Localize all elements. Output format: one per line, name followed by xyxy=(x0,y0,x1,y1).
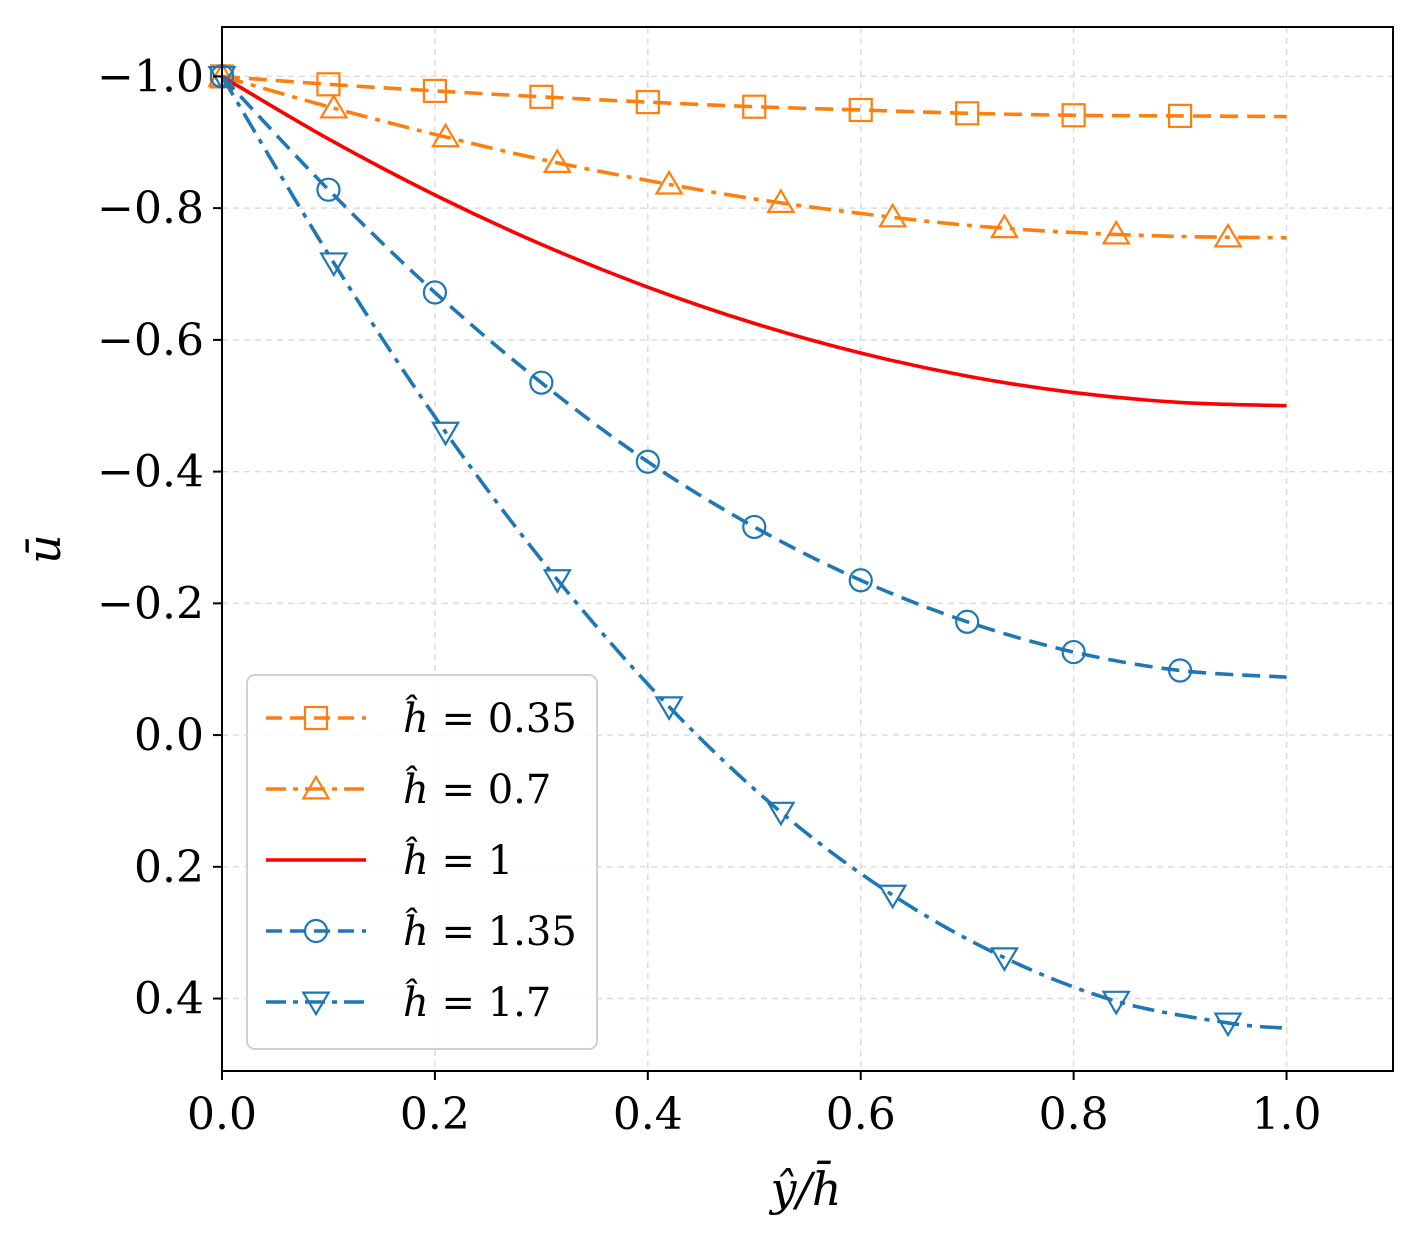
series-4 xyxy=(207,65,1287,1038)
data-point-marker xyxy=(955,609,980,634)
legend-marker xyxy=(303,918,329,944)
data-point-marker xyxy=(848,97,873,123)
series-line xyxy=(221,74,1287,240)
y-tick-label: 0.4 xyxy=(134,974,204,1025)
legend-symbol: ĥ xyxy=(403,695,429,742)
y-axis-label: ū xyxy=(17,534,71,564)
legend-marker xyxy=(301,774,331,800)
legend: ĥ = 0.35ĥ = 0.7ĥ = 1ĥ = 1.35ĥ = 1.7 xyxy=(246,674,598,1050)
data-point-marker xyxy=(955,101,980,126)
data-point-marker xyxy=(989,213,1020,239)
legend-symbol: ĥ xyxy=(403,837,429,884)
data-point-marker xyxy=(635,449,660,474)
y-tick-label: −0.6 xyxy=(97,315,204,366)
data-point-marker xyxy=(989,947,1020,972)
legend-item: ĥ = 0.7 xyxy=(266,766,551,813)
data-point-marker xyxy=(1061,103,1086,128)
data-point-marker xyxy=(742,94,767,119)
legend-value: = 1 xyxy=(429,838,513,884)
series-line xyxy=(221,74,1287,408)
legend-box xyxy=(246,674,598,1050)
data-point-marker xyxy=(1101,990,1131,1016)
legend-label: ĥ = 1.35 xyxy=(403,908,577,955)
data-point-marker xyxy=(635,89,660,115)
data-point-marker xyxy=(654,169,684,195)
y-tick-label: −0.4 xyxy=(97,447,204,498)
data-point-marker xyxy=(422,78,448,103)
legend-item: ĥ = 1.7 xyxy=(266,979,551,1026)
data-point-marker xyxy=(319,93,349,119)
data-point-marker xyxy=(1167,103,1193,129)
legend-label: ĥ = 1 xyxy=(403,837,513,884)
x-tick-label: 0.6 xyxy=(826,1089,896,1140)
legend-value: = 1.7 xyxy=(429,980,552,1026)
data-point-marker xyxy=(430,421,461,447)
series-1 xyxy=(207,62,1287,248)
data-point-marker xyxy=(742,514,767,540)
legend-label: ĥ = 0.7 xyxy=(403,766,551,813)
data-point-marker xyxy=(1213,222,1243,248)
data-point-marker xyxy=(542,148,572,174)
series-line xyxy=(220,75,1287,679)
legend-marker xyxy=(301,991,331,1017)
legend-item: ĥ = 1.35 xyxy=(266,908,577,955)
legend-marker xyxy=(303,705,329,731)
legend-value: = 0.7 xyxy=(429,767,552,813)
data-point-marker xyxy=(766,801,796,827)
legend-symbol: ĥ xyxy=(403,908,429,955)
data-point-marker xyxy=(316,177,341,202)
series-line xyxy=(220,75,1287,1030)
data-point-marker xyxy=(1101,219,1131,245)
data-point-marker xyxy=(529,370,554,395)
data-point-marker xyxy=(766,188,796,213)
x-tick-label: 0.8 xyxy=(1039,1089,1109,1140)
plot-frame xyxy=(221,26,1394,1072)
data-point-marker xyxy=(319,252,349,278)
data-point-marker xyxy=(430,122,461,148)
x-axis-label: ŷ/h̄ xyxy=(768,1159,841,1216)
legend-label: ĥ = 1.7 xyxy=(403,979,551,1026)
x-tick-label: 0.4 xyxy=(613,1089,683,1140)
axis-ticks: 0.0 0.2 0.4 0.6 0.8 1.0 −1.0 −0.8 −0.6 −0.4 −0.2 0.… xyxy=(97,51,1321,1140)
data-point-marker xyxy=(848,568,873,593)
x-tick-label: 0.0 xyxy=(187,1089,257,1140)
legend-symbol: ĥ xyxy=(403,979,429,1026)
data-point-marker xyxy=(878,202,908,228)
data-point-marker xyxy=(529,84,554,109)
y-tick-label: −1.0 xyxy=(97,51,204,102)
legend-item: ĥ = 0.35 xyxy=(266,695,577,742)
series-2 xyxy=(221,74,1287,408)
legend-label: ĥ = 0.35 xyxy=(403,695,577,742)
y-tick-label: −0.8 xyxy=(97,183,204,234)
series-layer xyxy=(207,62,1287,1038)
legend-item: ĥ = 1 xyxy=(266,837,513,884)
data-point-marker xyxy=(654,696,684,722)
y-tick-label: −0.2 xyxy=(97,578,204,629)
data-point-marker xyxy=(878,884,908,910)
y-tick-label: 0.2 xyxy=(134,842,204,893)
data-point-marker xyxy=(422,280,448,305)
data-point-marker xyxy=(316,72,341,97)
series-3 xyxy=(209,64,1287,683)
data-point-marker xyxy=(1213,1012,1243,1038)
legend-value: = 1.35 xyxy=(429,909,577,955)
x-tick-label: 1.0 xyxy=(1252,1089,1322,1140)
legend-value: = 0.35 xyxy=(429,696,577,742)
data-point-marker xyxy=(1061,639,1086,665)
x-tick-label: 0.2 xyxy=(400,1089,470,1140)
series-0 xyxy=(209,64,1287,129)
legend-symbol: ĥ xyxy=(403,766,429,813)
y-tick-label: 0.0 xyxy=(134,710,204,761)
data-point-marker xyxy=(1167,658,1193,683)
data-point-marker xyxy=(542,569,572,594)
